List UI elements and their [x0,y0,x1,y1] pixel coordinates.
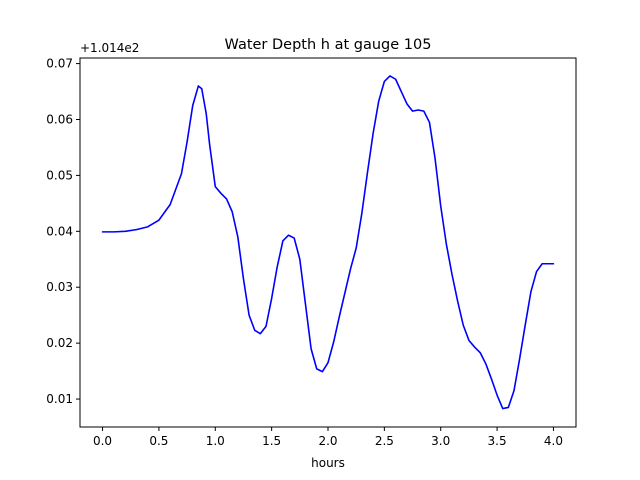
x-tick-label: 1.5 [262,434,281,448]
x-axis-label: hours [311,456,345,470]
plot-area: 0.0 0.5 1.0 1.5 2.0 2.5 3.0 3.5 4.0 0.01 0.02 0.03 0… [46,57,577,448]
series-line [101,75,555,410]
y-tick-label: 0.07 [46,57,73,71]
x-tick-label: 2.5 [375,434,394,448]
y-offset-label: +1.014e2 [80,41,139,55]
y-tick-label: 0.06 [46,113,73,127]
x-tick-label: 3.0 [431,434,450,448]
x-tick-label: 3.5 [488,434,507,448]
x-tick-label: 2.0 [318,434,337,448]
x-tick-label: 1.0 [206,434,225,448]
x-tick-label: 0.0 [93,434,112,448]
y-tick-label: 0.03 [46,280,73,294]
y-tick-label: 0.01 [46,392,73,406]
y-tick-label: 0.04 [46,224,73,238]
axes-frame [79,57,577,428]
x-tick-label: 4.0 [544,434,563,448]
x-tick-label: 0.5 [149,434,168,448]
y-tick-label: 0.05 [46,168,73,182]
chart-title: Water Depth h at gauge 105 [225,37,432,53]
y-tick-label: 0.02 [46,336,73,350]
